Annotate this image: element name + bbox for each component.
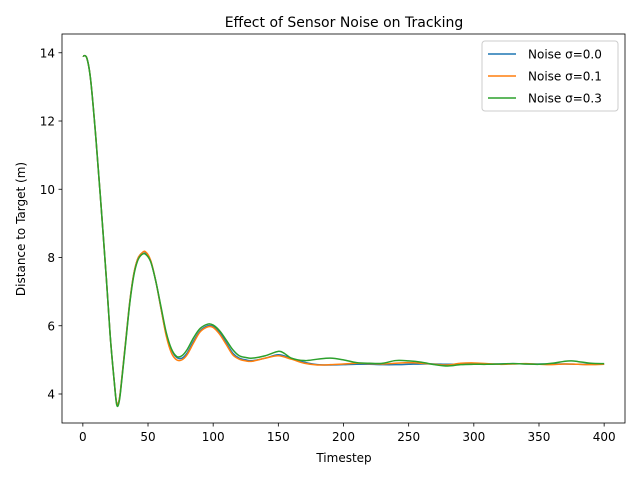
x-tick-label: 300	[462, 430, 485, 444]
y-tick-label: 12	[40, 115, 55, 129]
y-tick-label: 10	[40, 183, 55, 197]
x-tick-label: 200	[332, 430, 355, 444]
y-tick-label: 6	[47, 319, 55, 333]
x-tick-label: 250	[397, 430, 420, 444]
x-axis-label: Timestep	[315, 451, 371, 465]
x-tick-label: 0	[79, 430, 87, 444]
legend: Noise σ=0.0 Noise σ=0.1 Noise σ=0.3	[481, 40, 619, 112]
chart-title: Effect of Sensor Noise on Tracking	[225, 15, 464, 31]
legend-label: Noise σ=0.1	[528, 70, 602, 84]
y-tick-label: 8	[47, 251, 55, 265]
x-tick-label: 350	[528, 430, 551, 444]
x-axis: 0 50 100 150 200 250 300 350 400	[79, 423, 616, 444]
y-axis: 4 6 8 10 12 14	[40, 46, 62, 401]
legend-box	[481, 40, 619, 112]
series-line-2	[82, 54, 605, 408]
legend-label: Noise σ=0.3	[528, 92, 602, 106]
x-tick-label: 150	[267, 430, 290, 444]
y-tick-label: 14	[40, 46, 55, 60]
x-tick-label: 50	[140, 430, 155, 444]
plot-lines	[82, 54, 605, 408]
x-tick-label: 100	[202, 430, 225, 444]
x-tick-label: 400	[593, 430, 616, 444]
legend-label: Noise σ=0.0	[528, 48, 602, 62]
y-axis-label: Distance to Target (m)	[14, 162, 28, 296]
y-tick-label: 4	[47, 387, 55, 401]
